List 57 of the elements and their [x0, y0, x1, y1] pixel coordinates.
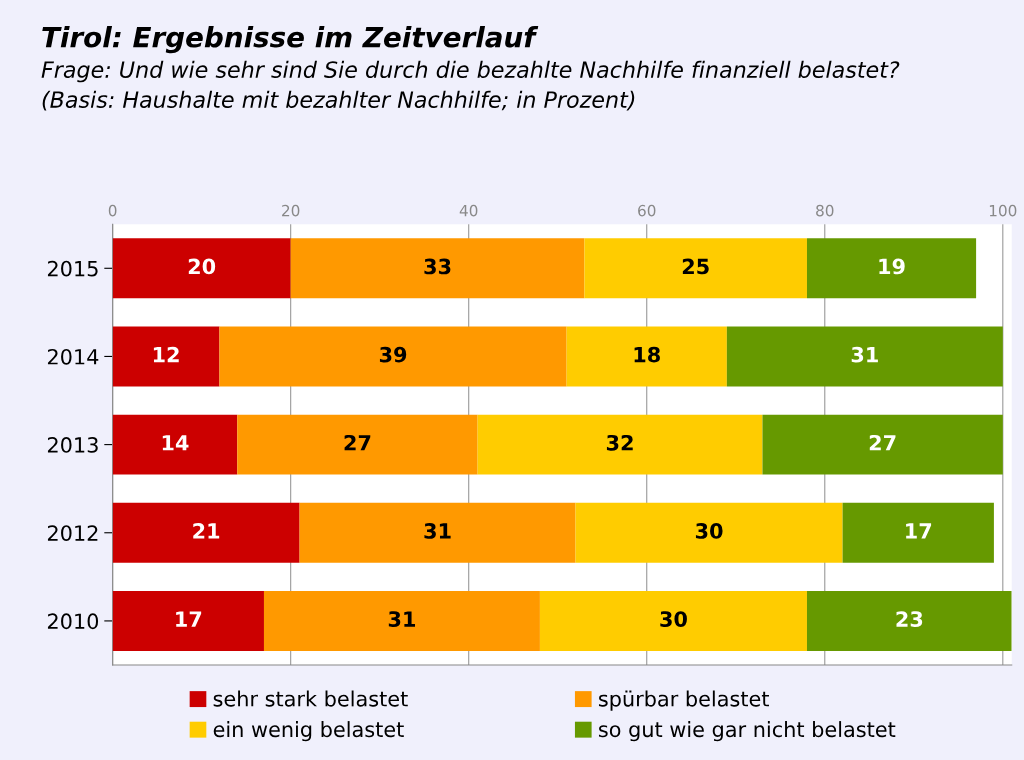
- data-label: 32: [606, 434, 633, 451]
- y-tick-label: 2014: [47, 348, 99, 365]
- bar: [219, 326, 567, 387]
- data-label: 17: [176, 611, 202, 627]
- data-label: 14: [162, 435, 189, 451]
- legend-label: sehr stark belastet: [213, 690, 408, 707]
- data-label: 21: [193, 523, 220, 539]
- legend-label: spürbar belastet: [598, 690, 769, 711]
- chart-subtitle: Frage: Und wie sehr sind Sie durch die bezahlte Nachhilfe finanziell belastet? (Basis: Haushalte mit bezahlter Nachhilfe; in Prozent): [41, 60, 900, 111]
- bar: [842, 502, 994, 563]
- data-label: 39: [379, 346, 407, 363]
- bar: [566, 326, 727, 387]
- bar: [112, 414, 238, 475]
- bar: [112, 590, 264, 651]
- data-label: 23: [896, 611, 923, 627]
- x-tick-label: 80: [816, 204, 834, 217]
- data-label: 31: [851, 346, 878, 363]
- data-label: 30: [660, 611, 687, 627]
- bar: [237, 414, 478, 475]
- y-tick-label: 2015: [47, 260, 98, 277]
- data-label: 31: [388, 611, 416, 627]
- data-label: 30: [695, 523, 723, 539]
- bar: [112, 502, 300, 563]
- bar: [299, 502, 576, 563]
- bar: [762, 414, 1003, 475]
- bar: [806, 238, 977, 299]
- data-label: 33: [424, 258, 451, 275]
- data-label: 27: [344, 434, 371, 451]
- x-tick-label: 40: [459, 204, 478, 217]
- bar: [477, 414, 763, 475]
- data-label: 27: [869, 434, 896, 451]
- bar: [263, 590, 540, 651]
- data-label: 31: [424, 523, 451, 539]
- y-tick-label: 2013: [47, 437, 98, 453]
- bar: [290, 238, 585, 299]
- y-tick-label: 2010: [47, 613, 99, 630]
- bar: [112, 326, 220, 387]
- data-label: 18: [634, 346, 660, 363]
- bar: [112, 238, 291, 299]
- bar: [726, 326, 1003, 387]
- legend-label: so gut wie gar nicht belastet: [598, 721, 896, 742]
- data-label: 25: [682, 258, 709, 275]
- data-label: 20: [188, 258, 216, 275]
- x-tick-label: 60: [638, 204, 656, 217]
- bar: [806, 590, 1012, 651]
- y-tick-label: 2012: [47, 525, 98, 541]
- data-label: 19: [879, 258, 905, 275]
- data-label: 17: [906, 523, 932, 539]
- bar: [575, 502, 843, 563]
- x-tick-label: 20: [282, 204, 300, 217]
- chart-title: Tirol: Ergebnisse im Zeitverlauf: [42, 26, 539, 54]
- data-label: 12: [153, 346, 179, 363]
- bar: [539, 590, 807, 651]
- x-tick-label: 0: [108, 204, 117, 217]
- bar: [584, 238, 807, 299]
- legend-label: ein wenig belastet: [213, 721, 404, 742]
- x-tick-label: 100: [989, 204, 1017, 217]
